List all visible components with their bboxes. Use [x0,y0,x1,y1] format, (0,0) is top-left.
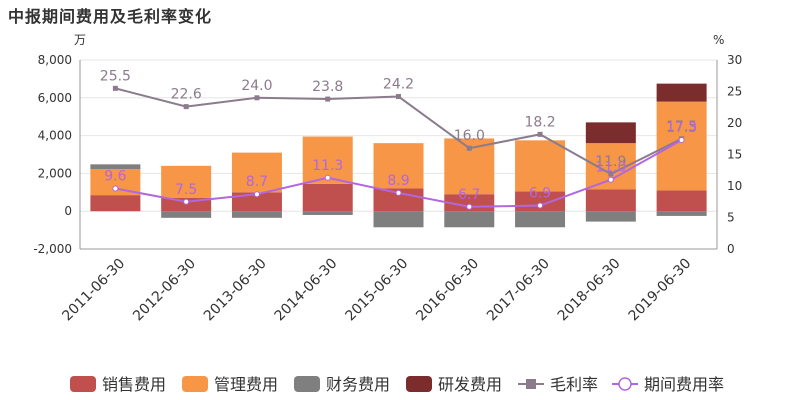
data-label: 7.5 [175,182,197,198]
data-label: 16.0 [454,128,485,144]
legend-swatch [70,376,96,392]
bar-segment [161,211,212,218]
data-point [395,189,402,196]
bar-segment [90,164,141,170]
data-label: 17.5 [666,119,697,135]
bar-segment [302,211,353,215]
legend-swatch [182,376,208,392]
y-left-tick-label: 2,000 [38,166,72,180]
data-label: 6.7 [458,187,480,203]
bar-segment [373,143,424,189]
x-tick-label: 2017-06-30 [484,256,553,325]
y-left-tick-label: 4,000 [38,129,72,143]
legend-label: 管理费用 [214,375,278,394]
bar-segment [444,211,495,228]
y-right-tick-label: 0 [727,242,735,256]
bar-segment [585,211,636,222]
bar-segment [373,188,424,212]
data-point [112,185,119,192]
x-tick-label: 2014-06-30 [272,256,341,325]
bar-segment [161,165,212,198]
x-tick-label: 2016-06-30 [413,256,482,325]
x-tick-label: 2012-06-30 [130,256,199,325]
data-label: 11.9 [595,154,626,170]
data-point [537,131,543,137]
x-tick-label: 2011-06-30 [59,256,128,325]
data-label: 8.9 [387,173,409,189]
data-label: 22.6 [171,87,202,103]
y-right-tick-label: 30 [727,53,742,67]
x-tick-label: 2019-06-30 [626,256,695,325]
legend-label: 财务费用 [326,375,390,394]
data-point [608,171,614,177]
data-label: 9.6 [104,169,126,185]
chart-title: 中报期间费用及毛利率变化 [8,7,213,26]
bar-segment [515,211,566,228]
data-label: 25.5 [100,68,131,84]
data-point [325,96,331,102]
bar-segment [656,83,707,102]
y-left-tick-label: 8,000 [38,53,72,67]
data-point [537,202,544,209]
legend-swatch [294,376,320,392]
bar-segment [231,152,282,193]
y-right-unit: % [713,33,724,47]
data-point [254,95,260,101]
bar-segment [302,183,353,212]
data-point [183,198,190,205]
legend-label: 期间费用率 [644,375,724,394]
y-left-tick-label: 6,000 [38,91,72,105]
legend-swatch [406,376,432,392]
data-point [607,176,614,183]
bar-segment [90,195,141,212]
data-point [678,137,685,144]
data-label: 11.3 [312,158,343,174]
bar-segment [373,211,424,228]
bar-segment [231,192,282,212]
x-tick-label: 2013-06-30 [201,256,270,325]
y-right-tick-label: 5 [727,211,735,225]
bar-segment [656,211,707,216]
data-point [466,145,472,151]
x-tick-label: 2018-06-30 [555,256,624,325]
y-left-tick-label: -2,000 [33,242,72,256]
bar-segment [656,101,707,191]
y-right-tick-label: 20 [727,116,742,130]
y-right-tick-label: 15 [727,148,742,162]
data-point [112,85,118,91]
data-point [324,174,331,181]
y-left-tick-label: 0 [64,204,72,218]
bar-segment [585,122,636,144]
data-label: 18.2 [524,114,555,130]
data-label: 17.3 [666,120,697,136]
bar-segment [231,211,282,218]
legend-label: 毛利率 [550,375,598,394]
bar-segment [515,140,566,192]
legend-label: 销售费用 [102,375,166,394]
x-tick-label: 2015-06-30 [342,256,411,325]
y-right-tick-label: 25 [727,85,742,99]
data-label: 6.9 [529,186,551,202]
data-label: 24.0 [241,78,272,94]
legend-label: 研发费用 [438,375,502,394]
legend-marker [618,377,632,391]
data-point [396,94,401,100]
bar-segment [656,190,707,212]
bar-segment [585,189,636,212]
data-point [183,104,189,110]
data-label: 11.0 [595,160,626,176]
data-label: 23.8 [312,79,343,95]
data-label: 24.2 [383,77,414,93]
y-right-tick-label: 10 [727,179,742,193]
data-label: 8.7 [246,174,268,190]
data-point [253,191,260,198]
data-point [466,203,473,210]
legend-marker [526,379,536,389]
y-left-unit: 万 [74,33,86,47]
